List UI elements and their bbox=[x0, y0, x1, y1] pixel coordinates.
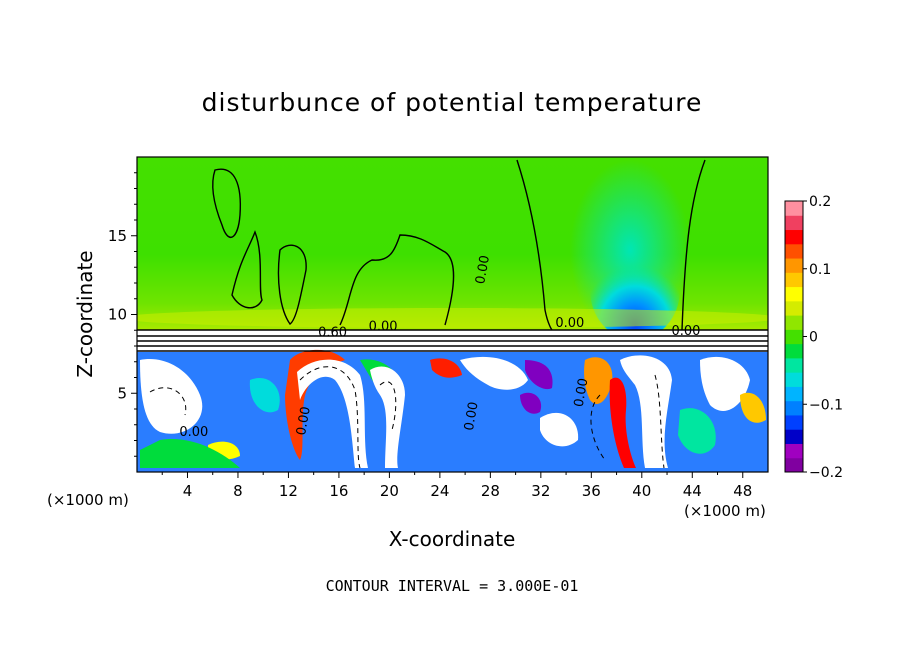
contour-interval-text: CONTOUR INTERVAL = 3.000E-01 bbox=[326, 577, 579, 595]
colorbar-swatch bbox=[785, 372, 803, 387]
contour-label: 0.00 bbox=[473, 254, 493, 285]
colorbar-tick-label: 0.2 bbox=[809, 194, 831, 210]
colorbar-swatch bbox=[785, 414, 803, 430]
turbulence-blob bbox=[140, 439, 240, 468]
turbulence-blob bbox=[525, 360, 553, 390]
contour-label: 0.00 bbox=[555, 316, 584, 331]
contour-label: 0.00 bbox=[572, 377, 592, 408]
turbulence-blob bbox=[460, 356, 528, 390]
colorbar-tick-label: 0.1 bbox=[809, 262, 831, 278]
colorbar-swatch bbox=[785, 443, 803, 459]
x-tick-label: 36 bbox=[582, 482, 601, 500]
x-tick-label: 20 bbox=[380, 482, 399, 500]
y-tick-label: 5 bbox=[117, 384, 127, 402]
yellow-band bbox=[137, 308, 768, 328]
contour-label: 0.00 bbox=[369, 319, 398, 334]
colorbar-swatch bbox=[785, 201, 803, 216]
contour-label: 0.00 bbox=[294, 405, 314, 436]
turbulence-blob bbox=[609, 377, 636, 468]
contour-line-dashed bbox=[299, 366, 361, 469]
colorbar-swatch bbox=[785, 243, 803, 259]
contour-label: 0.00 bbox=[179, 425, 208, 440]
contour-line bbox=[231, 230, 263, 309]
colorbar-swatch bbox=[785, 258, 803, 273]
contour-line bbox=[212, 168, 242, 238]
colorbar-swatch bbox=[785, 400, 803, 416]
contour-line-dashed bbox=[149, 387, 187, 416]
turbulence-blob bbox=[678, 408, 716, 454]
x-tick-label: 16 bbox=[329, 482, 348, 500]
x-axis: 4 8 12 16 20 24 28 32 36 40 44 48 bbox=[161, 472, 752, 500]
x-unit-label-left: (×1000 m) bbox=[47, 491, 129, 509]
colorbar-tick-label: −0.2 bbox=[809, 465, 843, 481]
contour-lines bbox=[137, 159, 768, 469]
colorbar-swatch bbox=[785, 343, 803, 359]
colorbar-swatch bbox=[785, 286, 803, 302]
contour-line-dashed bbox=[590, 394, 606, 461]
colorbar-swatch bbox=[785, 315, 803, 330]
x-tick-label: 44 bbox=[683, 482, 702, 500]
colorbar-swatch bbox=[785, 329, 803, 345]
contour-label: 0.00 bbox=[462, 401, 482, 432]
x-tick-label: 28 bbox=[481, 482, 500, 500]
colorbar-swatch bbox=[785, 357, 803, 373]
colorbar: 0.2 0.1 0 −0.1 −0.2 bbox=[784, 194, 843, 481]
turbulence-blob bbox=[620, 355, 672, 468]
x-tick-label: 48 bbox=[733, 482, 752, 500]
turbulence-blob bbox=[584, 357, 613, 404]
plot-area: 0.60 0.00 0.00 0.00 0.00 0.00 0.00 0.00 0.00 bbox=[137, 157, 768, 472]
turbulence-blob bbox=[520, 392, 542, 414]
contour-line-dashed bbox=[654, 374, 665, 469]
turbulence-blob bbox=[297, 359, 368, 468]
turbulence-blob bbox=[370, 366, 405, 468]
turbulence-blob bbox=[700, 356, 750, 411]
turbulence-blob bbox=[430, 358, 462, 378]
y-axis: 5 10 15 bbox=[108, 172, 137, 457]
contour-line bbox=[339, 234, 455, 326]
chart-title: disturbunce of potential temperature bbox=[202, 88, 703, 117]
colorbar-swatch bbox=[785, 457, 803, 473]
x-tick-label: 32 bbox=[531, 482, 550, 500]
contour-line bbox=[681, 159, 706, 331]
colorbar-swatch bbox=[785, 229, 803, 245]
contour-label: 0.60 bbox=[318, 326, 347, 341]
x-unit-label-right: (×1000 m) bbox=[684, 502, 766, 520]
x-tick-label: 12 bbox=[279, 482, 298, 500]
turbulence-blob bbox=[249, 378, 280, 413]
x-tick-label: 24 bbox=[430, 482, 449, 500]
colorbar-swatch bbox=[785, 215, 803, 231]
x-tick-label: 8 bbox=[233, 482, 243, 500]
contour-labels: 0.60 0.00 0.00 0.00 0.00 0.00 0.00 0.00 0.00 bbox=[179, 254, 700, 440]
turbulence-blob bbox=[140, 359, 203, 434]
y-tick-label: 10 bbox=[108, 306, 127, 324]
x-tick-label: 4 bbox=[183, 482, 193, 500]
y-tick-label: 15 bbox=[108, 227, 127, 245]
contour-line-dashed bbox=[379, 381, 397, 431]
contour-line bbox=[516, 159, 553, 331]
y-axis-label: Z-coordinate bbox=[73, 250, 97, 377]
colorbar-tick-label: −0.1 bbox=[809, 397, 843, 413]
colorbar-swatch bbox=[785, 272, 803, 288]
turbulence-blob bbox=[540, 412, 579, 447]
contour-label: 0.00 bbox=[671, 324, 700, 339]
colorbar-swatch bbox=[785, 386, 803, 402]
colorbar-tick-label: 0 bbox=[809, 330, 818, 346]
lower-turbulence bbox=[140, 349, 766, 468]
contour-line bbox=[277, 244, 307, 325]
x-axis-label: X-coordinate bbox=[389, 527, 516, 551]
colorbar-swatch bbox=[785, 429, 803, 444]
turbulence-blob bbox=[740, 392, 766, 423]
x-tick-label: 40 bbox=[632, 482, 651, 500]
colorbar-swatch bbox=[785, 300, 803, 316]
